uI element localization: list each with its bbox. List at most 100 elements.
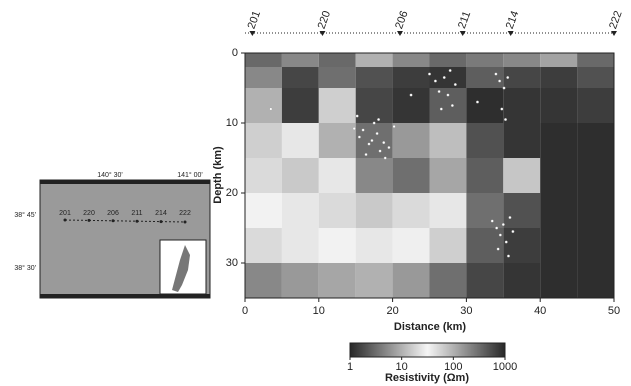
y-tick-label: 20 — [226, 187, 238, 199]
map-station-label: 220 — [83, 210, 95, 217]
earthquake — [448, 69, 452, 72]
earthquake — [361, 128, 365, 132]
cell — [281, 263, 319, 298]
map-station — [135, 219, 139, 223]
x-tick-label: 40 — [534, 305, 546, 317]
map-station-label: 214 — [155, 210, 167, 217]
earthquake — [392, 125, 396, 128]
y-axis-label: Depth (km) — [212, 146, 224, 204]
cell — [245, 53, 282, 67]
cell — [540, 158, 578, 193]
station-marker — [249, 31, 256, 36]
cell — [503, 53, 541, 67]
earthquake — [355, 114, 359, 118]
cell — [245, 88, 282, 123]
station-marker — [396, 31, 403, 36]
x-tick-label: 0 — [242, 305, 248, 317]
earthquake — [383, 156, 387, 160]
earthquake — [367, 142, 371, 146]
cell — [429, 88, 467, 123]
cell — [245, 193, 282, 228]
cell — [503, 263, 541, 298]
cell — [503, 123, 541, 158]
cell — [281, 123, 319, 158]
cell — [318, 228, 356, 263]
cell — [540, 193, 578, 228]
lat-label: 38° 30' — [14, 264, 36, 272]
colorbar — [349, 342, 506, 358]
earthquake — [433, 79, 437, 83]
earthquake — [378, 149, 382, 153]
cell — [392, 193, 430, 228]
map-station — [183, 220, 187, 224]
x-tick-label: 20 — [386, 305, 398, 317]
earthquake — [511, 230, 515, 233]
cell — [355, 123, 393, 158]
map-station — [87, 218, 91, 222]
cell — [245, 158, 282, 193]
cell — [466, 193, 504, 228]
cell — [466, 67, 504, 88]
cell — [577, 193, 614, 228]
station-label: 201 — [246, 9, 264, 30]
earthquake — [375, 132, 379, 135]
earthquake — [507, 254, 510, 258]
station-marker — [459, 31, 466, 36]
earthquake — [269, 107, 273, 111]
earthquake — [495, 226, 499, 230]
cell — [577, 228, 614, 263]
y-tick-label: 10 — [226, 117, 238, 129]
cell — [318, 67, 356, 88]
earthquake — [508, 216, 512, 219]
x-axis-label: Distance (km) — [394, 321, 466, 333]
map-station-label: 211 — [131, 210, 142, 217]
station-label: 222 — [607, 9, 625, 30]
cell — [245, 123, 282, 158]
map-station-label: 206 — [107, 210, 119, 217]
cell — [503, 158, 541, 193]
cell — [281, 53, 319, 67]
cell — [503, 88, 541, 123]
map-border — [40, 294, 210, 298]
profile-line — [64, 219, 186, 223]
colorbar-label: Resistivity (Ωm) — [385, 372, 469, 384]
cell — [540, 53, 578, 67]
cell — [577, 53, 614, 67]
cell — [392, 53, 430, 67]
cell — [466, 123, 504, 158]
earthquake — [364, 153, 368, 156]
earthquake — [476, 100, 479, 104]
colorbar-tick-label: 1 — [347, 361, 353, 373]
colorbar-tick-label: 100 — [444, 361, 462, 373]
cell — [577, 123, 614, 158]
inset-land — [172, 245, 190, 292]
earthquake — [496, 247, 500, 251]
earthquake — [372, 121, 376, 125]
earthquake — [382, 141, 386, 145]
earthquake — [357, 135, 361, 139]
earthquake — [498, 79, 502, 83]
earthquake — [409, 93, 413, 97]
earthquake — [504, 240, 508, 244]
cell — [577, 88, 614, 123]
earthquake — [504, 118, 507, 121]
earthquake — [442, 76, 446, 79]
cell — [466, 228, 504, 263]
earthquake — [506, 76, 510, 79]
cell — [503, 228, 541, 263]
cell — [540, 263, 578, 298]
station-label: 211 — [456, 10, 473, 31]
cell — [429, 193, 467, 228]
x-tick-label: 30 — [460, 305, 472, 317]
location-map: 140° 30' 141° 00' 38° 45' 38° 30' — [14, 171, 211, 299]
earthquake — [352, 127, 356, 131]
cell — [318, 53, 356, 67]
map-station — [111, 219, 115, 223]
cell — [281, 158, 319, 193]
cell — [503, 193, 541, 228]
earthquake — [377, 118, 381, 121]
cell — [466, 88, 504, 123]
x-tick-label: 50 — [608, 305, 620, 317]
cell — [281, 193, 319, 228]
